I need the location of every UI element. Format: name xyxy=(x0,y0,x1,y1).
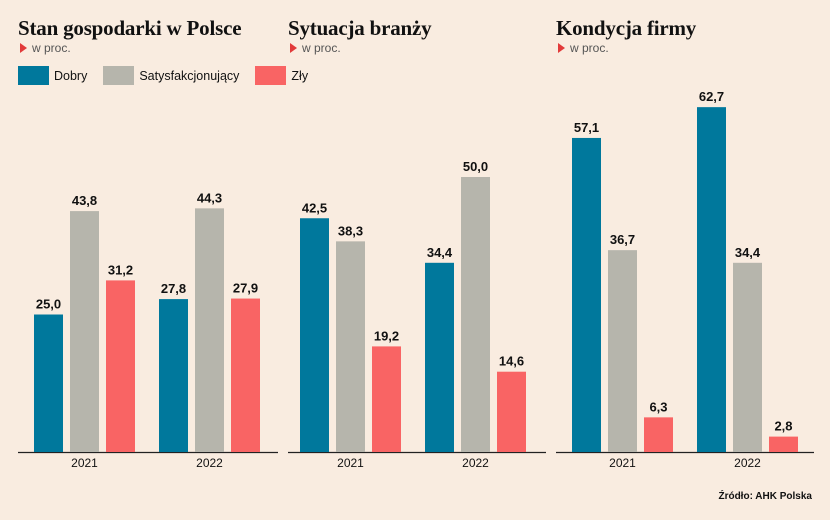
bar-bad-2021 xyxy=(106,280,135,452)
data-label-bad-2021: 6,3 xyxy=(649,399,667,414)
data-label-good-2022: 27,8 xyxy=(161,281,186,296)
data-label-good-2022: 34,4 xyxy=(427,245,453,260)
panel-subtitle-economy: w proc. xyxy=(20,41,71,55)
triangle-icon xyxy=(20,43,27,53)
source-note: Źródło: AHK Polska xyxy=(718,491,812,502)
bar-satisfactory-2022 xyxy=(733,262,762,452)
legend-swatch-bad xyxy=(255,66,287,85)
x-tick-label-2021: 2021 xyxy=(71,456,98,470)
bar-good-2022 xyxy=(159,299,188,452)
bar-satisfactory-2021 xyxy=(336,241,365,452)
bar-satisfactory-2022 xyxy=(195,208,224,452)
bar-good-2022 xyxy=(425,262,454,452)
x-tick-label-2021: 2021 xyxy=(337,456,364,470)
data-label-bad-2022: 14,6 xyxy=(499,354,524,369)
data-label-bad-2022: 2,8 xyxy=(774,419,792,434)
panel-subtitle-economy-text: w proc. xyxy=(32,41,71,55)
data-label-satisfactory-2022: 34,4 xyxy=(735,245,761,260)
bar-satisfactory-2022 xyxy=(461,177,490,452)
panel-title-company: Kondycja firmy xyxy=(556,16,697,40)
data-label-bad-2022: 27,9 xyxy=(233,281,258,296)
legend-swatch-good xyxy=(18,66,49,85)
legend-item-satisfactory: Satysfakcjonujący xyxy=(103,66,239,85)
bar-good-2021 xyxy=(572,137,601,452)
data-label-satisfactory-2021: 38,3 xyxy=(338,223,363,238)
legend-swatch-satisfactory xyxy=(103,66,135,85)
panel-subtitle-industry-text: w proc. xyxy=(302,41,341,55)
x-tick-label-2022: 2022 xyxy=(196,456,223,470)
legend: Dobry Satysfakcjonujący Zły xyxy=(18,66,324,85)
bar-satisfactory-2021 xyxy=(608,250,637,452)
data-label-satisfactory-2022: 44,3 xyxy=(197,190,222,205)
bar-bad-2022 xyxy=(497,371,526,452)
data-label-satisfactory-2021: 43,8 xyxy=(72,193,97,208)
data-label-good-2021: 42,5 xyxy=(302,200,327,215)
legend-item-good: Dobry xyxy=(18,66,87,85)
data-label-bad-2021: 31,2 xyxy=(108,262,133,277)
x-tick-label-2022: 2022 xyxy=(734,456,761,470)
bar-satisfactory-2021 xyxy=(70,211,99,452)
triangle-icon xyxy=(290,43,297,53)
x-tick-label-2021: 2021 xyxy=(609,456,636,470)
panel-title-economy: Stan gospodarki w Polsce xyxy=(18,16,242,40)
panel-subtitle-company: w proc. xyxy=(558,41,609,55)
triangle-icon xyxy=(558,43,565,53)
legend-label-satisfactory: Satysfakcjonujący xyxy=(139,68,240,83)
bar-bad-2022 xyxy=(769,436,798,452)
legend-item-bad: Zły xyxy=(255,66,308,85)
data-label-satisfactory-2021: 36,7 xyxy=(610,232,635,247)
panel-subtitle-industry: w proc. xyxy=(290,41,341,55)
data-label-satisfactory-2022: 50,0 xyxy=(463,159,488,174)
bar-good-2021 xyxy=(34,314,63,452)
bar-good-2021 xyxy=(300,218,329,452)
data-label-bad-2021: 19,2 xyxy=(374,328,399,343)
legend-label-good: Dobry xyxy=(54,68,88,83)
panel-title-industry: Sytuacja branży xyxy=(288,16,432,40)
legend-label-bad: Zły xyxy=(291,68,309,83)
bar-bad-2021 xyxy=(644,417,673,452)
data-label-good-2021: 25,0 xyxy=(36,297,61,312)
data-label-good-2022: 62,7 xyxy=(699,89,724,104)
bar-good-2022 xyxy=(697,107,726,453)
panel-subtitle-company-text: w proc. xyxy=(570,41,609,55)
bar-bad-2022 xyxy=(231,298,260,452)
data-label-good-2021: 57,1 xyxy=(574,120,599,135)
x-tick-label-2022: 2022 xyxy=(462,456,489,470)
bar-bad-2021 xyxy=(372,346,401,452)
